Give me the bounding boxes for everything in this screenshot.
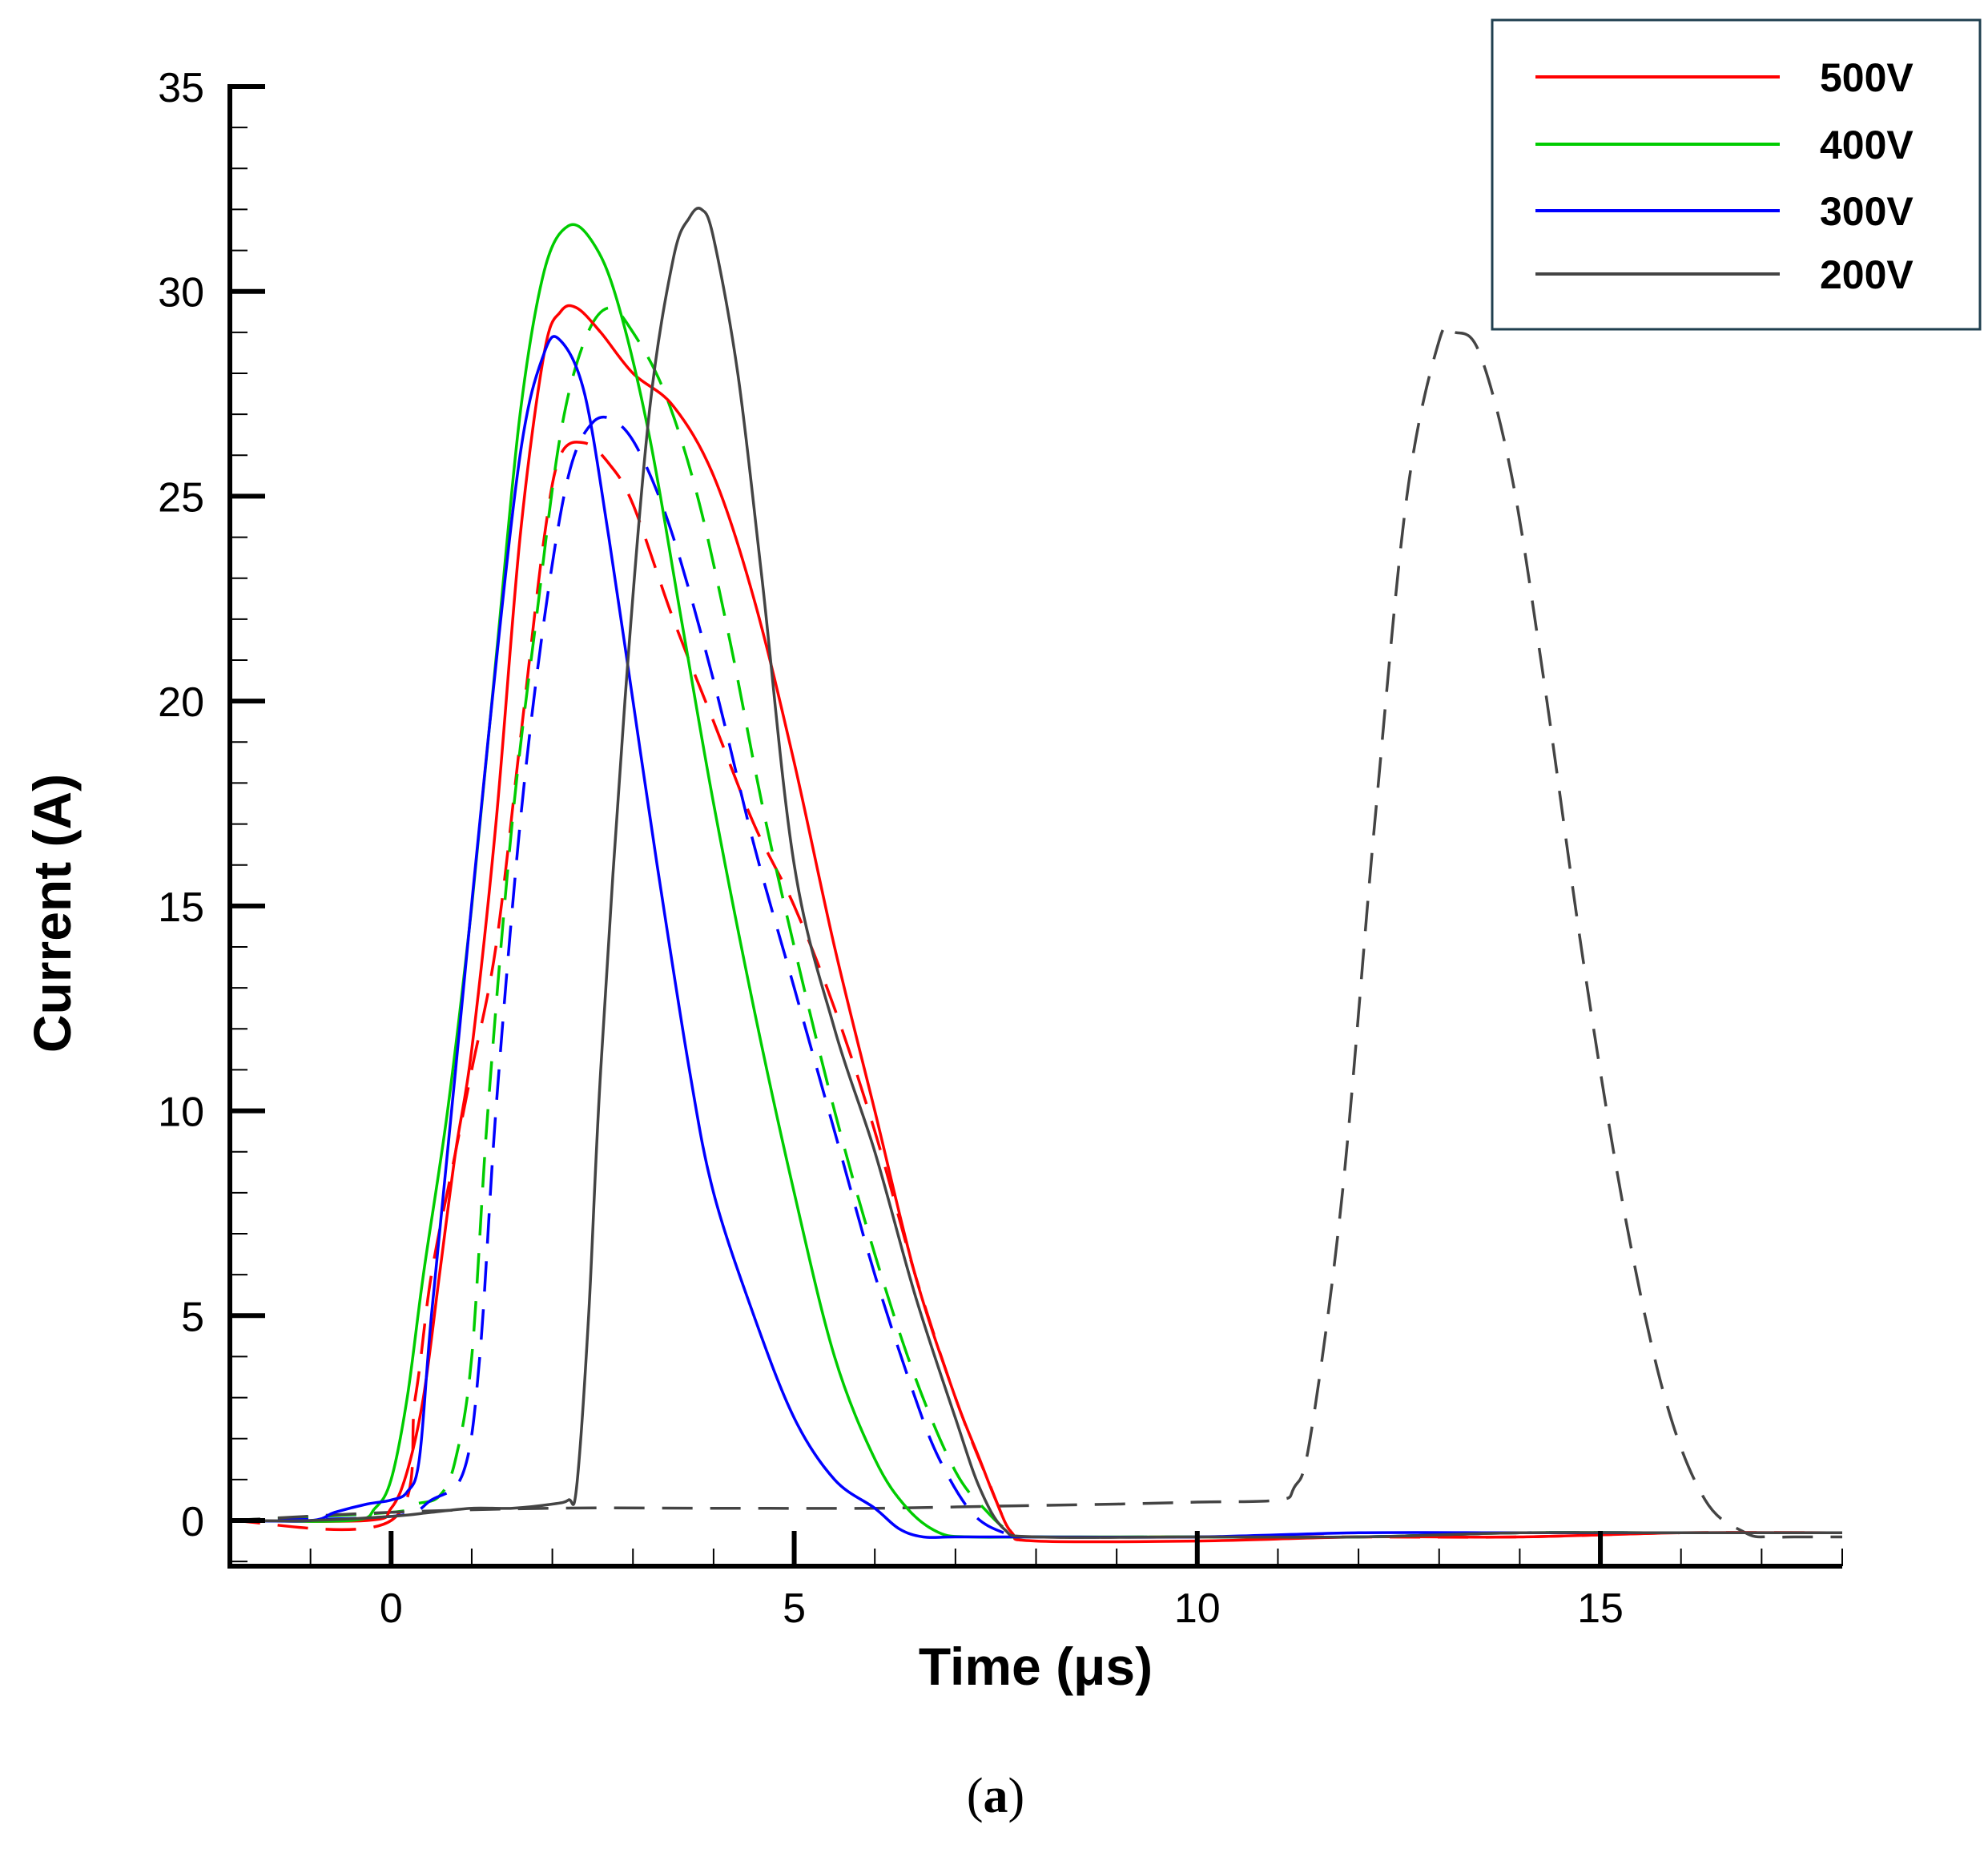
x-tick-label: 15	[1577, 1585, 1624, 1632]
axes	[227, 84, 1843, 1569]
y-axis-title: Current (A)	[22, 774, 82, 1053]
series-line-200v	[230, 207, 1842, 1540]
y-tick-label: 35	[158, 65, 204, 111]
caption-letter: a	[984, 1769, 1008, 1823]
legend-label-300v: 300V	[1820, 189, 1914, 234]
y-tick-label: 5	[181, 1294, 204, 1340]
legend-box	[1491, 18, 1982, 331]
legend-label-200v: 200V	[1820, 252, 1914, 297]
series-line-500v-dashed	[230, 441, 1842, 1540]
tick-labels: 0 5 10 15 20 25 30 35 0 5 10 15	[158, 65, 1624, 1632]
y-tick-label: 10	[158, 1090, 204, 1136]
legend-label-500v: 500V	[1820, 55, 1914, 100]
y-tick-label: 20	[158, 679, 204, 726]
figure-caption: (a)	[967, 1769, 1024, 1823]
x-tick-label: 5	[783, 1585, 806, 1632]
series-line-400v	[230, 223, 1842, 1539]
y-tick-label: 30	[158, 270, 204, 316]
x-tick-label: 0	[380, 1585, 403, 1632]
y-tick-label: 25	[158, 474, 204, 521]
y-tick-label: 0	[181, 1499, 204, 1545]
caption-open: (	[967, 1769, 984, 1823]
series-line-200v-dashed	[230, 324, 1842, 1539]
series-layer	[230, 207, 1842, 1544]
caption-close: )	[1008, 1769, 1025, 1823]
x-tick-label: 10	[1174, 1585, 1221, 1632]
x-axis-title: Time (μs)	[919, 1637, 1153, 1696]
series-line-500v	[230, 304, 1842, 1544]
legend-label-400v: 400V	[1820, 123, 1914, 167]
legend: 500V 400V 300V 200V	[1491, 18, 1982, 331]
y-tick-label: 15	[158, 884, 204, 931]
series-line-400v-dashed	[230, 306, 1842, 1539]
